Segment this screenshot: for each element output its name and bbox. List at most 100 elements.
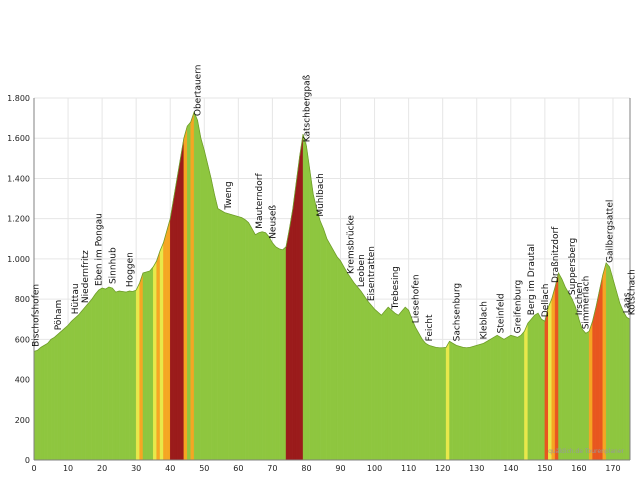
profile-segment xyxy=(234,215,239,461)
profile-segment xyxy=(170,198,174,461)
place-label: Neuseß xyxy=(268,205,278,239)
profile-segment xyxy=(251,227,256,461)
profile-segment xyxy=(496,334,501,461)
axis-layer: 0 200 400 600 800 1.000 1.200 1.400 1.600 1.800 0 1… xyxy=(7,94,631,473)
profile-segment xyxy=(88,298,93,461)
profile-segment xyxy=(456,345,460,461)
profile-segment xyxy=(37,346,42,461)
profile-segment xyxy=(275,246,280,461)
y-tick-label: 1.800 xyxy=(7,94,30,103)
profile-segment xyxy=(204,150,208,461)
profile-segment xyxy=(384,306,389,461)
profile-segment xyxy=(483,340,488,461)
profile-segment xyxy=(306,146,311,461)
profile-segment xyxy=(279,248,283,461)
profile-segment xyxy=(469,346,474,461)
profile-segment xyxy=(268,236,273,461)
profile-segment xyxy=(142,271,147,461)
profile-segment xyxy=(500,336,505,461)
profile-segment xyxy=(238,216,242,461)
profile-segment xyxy=(98,287,103,461)
y-tick-label: 1.000 xyxy=(7,255,30,264)
place-label: Trebesing xyxy=(391,266,401,310)
profile-segment xyxy=(605,262,610,461)
profile-segment xyxy=(289,208,294,461)
profile-segment xyxy=(459,346,464,461)
profile-segment xyxy=(108,286,113,461)
profile-segment xyxy=(486,338,491,461)
place-label: Steinfeld xyxy=(497,293,507,333)
x-tick-label: 170 xyxy=(605,464,620,473)
profile-segment xyxy=(54,333,59,461)
place-label: Hüttau xyxy=(71,283,81,314)
profile-segment xyxy=(367,300,372,461)
profile-segment xyxy=(490,336,494,461)
profile-segment xyxy=(452,343,457,461)
profile-segment xyxy=(285,228,290,461)
profile-segment xyxy=(50,336,55,461)
profile-segment xyxy=(527,318,532,461)
profile-segment xyxy=(571,299,576,461)
profile-segment xyxy=(224,212,229,461)
place-label: Mühlbach xyxy=(316,173,326,217)
profile-segment xyxy=(44,343,48,461)
profile-segment xyxy=(558,272,563,461)
profile-segment xyxy=(125,290,130,461)
profile-segment xyxy=(391,309,396,461)
profile-segment xyxy=(187,121,191,461)
profile-segment xyxy=(479,343,484,461)
profile-segment xyxy=(534,312,539,461)
profile-segment xyxy=(319,220,324,461)
profile-segment xyxy=(190,112,195,461)
profile-segment xyxy=(428,345,433,461)
x-tick-label: 10 xyxy=(63,464,73,473)
watermark-text: quäldich.de Tourenplaner xyxy=(548,448,624,455)
place-label: Tweng xyxy=(224,181,234,210)
profile-segment xyxy=(592,307,597,461)
profile-segment xyxy=(435,347,440,461)
profile-segment xyxy=(261,231,266,461)
profile-segment xyxy=(551,286,556,461)
profile-segment xyxy=(81,306,86,461)
place-label: Hoggen xyxy=(125,252,135,287)
profile-segment xyxy=(364,295,368,461)
profile-segment xyxy=(71,317,76,461)
x-tick-label: 150 xyxy=(537,464,552,473)
place-label: Dellach xyxy=(541,284,551,318)
place-label: Kleblach xyxy=(480,301,490,339)
profile-segment xyxy=(217,208,222,461)
x-tick-label: 60 xyxy=(233,464,243,473)
profile-segment xyxy=(57,330,62,461)
profile-segment xyxy=(466,347,471,461)
profile-segment xyxy=(78,310,82,461)
profile-segment xyxy=(309,170,314,461)
profile-segment xyxy=(503,336,508,461)
profile-segment xyxy=(146,270,150,461)
profile-segment xyxy=(302,134,307,461)
place-label: Kötschach xyxy=(628,269,638,315)
place-label: Eben im Pongau xyxy=(95,213,105,286)
profile-segment xyxy=(139,272,144,461)
y-tick-label: 400 xyxy=(15,376,30,385)
profile-segment xyxy=(258,231,263,461)
place-label: Leoben xyxy=(357,254,367,287)
profile-segment xyxy=(514,336,518,461)
profile-segment xyxy=(626,316,631,461)
profile-segment xyxy=(616,291,620,461)
profile-segment xyxy=(374,308,379,461)
profile-segment xyxy=(347,272,351,461)
profile-segment xyxy=(241,217,246,461)
profile-segment xyxy=(149,266,154,461)
profile-segment xyxy=(548,299,552,461)
place-label: Liesehofen xyxy=(411,274,421,323)
place-label: Niedernfritz xyxy=(81,250,91,303)
profile-segment xyxy=(193,112,198,461)
y-tick-label: 600 xyxy=(15,335,30,344)
place-label: Greifenburg xyxy=(514,280,524,334)
profile-segment xyxy=(531,314,535,461)
profile-segment xyxy=(84,302,89,461)
profile-segment xyxy=(445,340,450,461)
profile-segment xyxy=(64,324,69,461)
profile-segment xyxy=(554,272,559,461)
x-tick-label: 120 xyxy=(435,464,450,473)
